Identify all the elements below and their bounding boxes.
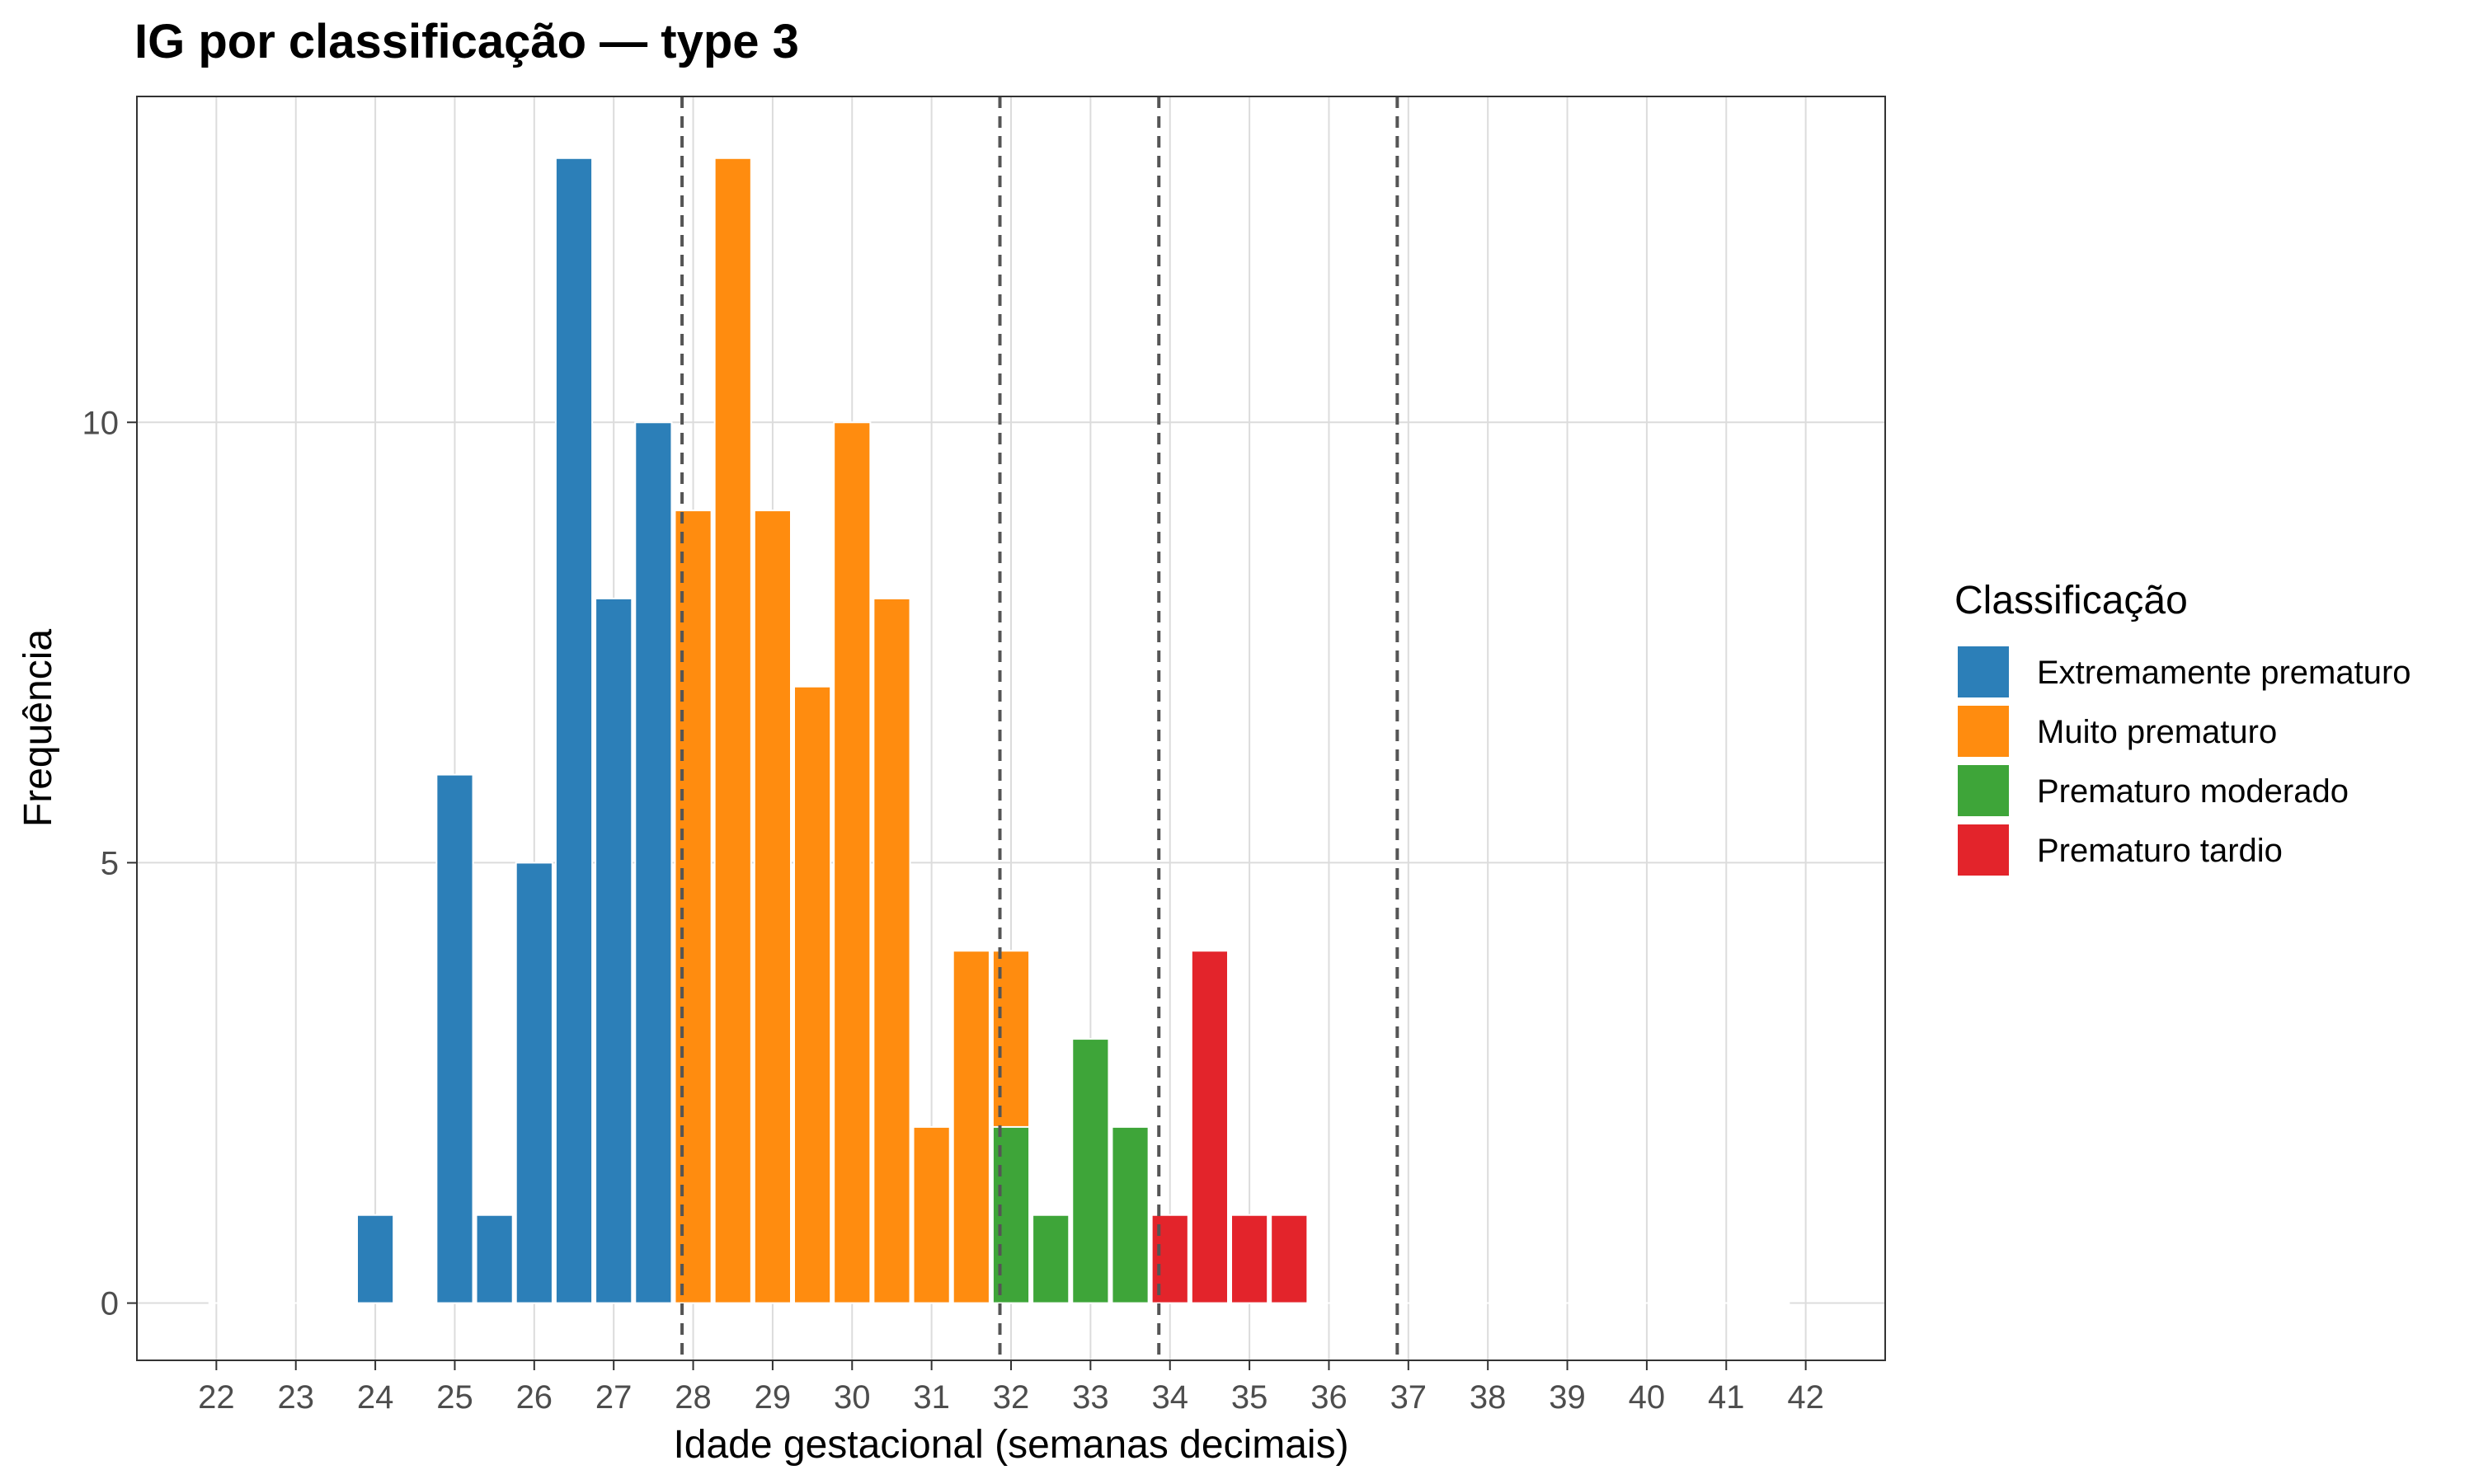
x-tick-label: 32 <box>993 1379 1030 1416</box>
reference-lines <box>680 96 1399 1360</box>
x-tick-label: 29 <box>755 1379 792 1416</box>
x-tick-label: 25 <box>436 1379 473 1416</box>
x-tick-label: 35 <box>1231 1379 1268 1416</box>
x-tick-label: 28 <box>675 1379 712 1416</box>
bar <box>554 157 594 1304</box>
x-tick-label: 40 <box>1629 1379 1666 1416</box>
bar <box>833 421 872 1304</box>
legend-key <box>1958 765 2009 816</box>
x-tick-label: 41 <box>1708 1379 1745 1416</box>
bar <box>713 157 752 1304</box>
x-tick-label: 42 <box>1787 1379 1824 1416</box>
x-tick-label: 26 <box>516 1379 553 1416</box>
x-axis: 22 23 24 25 26 27 28 29 30 31 32 33 34 35 36 37 38 39 40 41… <box>198 1360 1824 1416</box>
y-axis: 0 5 10 <box>82 405 137 1322</box>
x-tick-label: 38 <box>1470 1379 1507 1416</box>
bar <box>872 597 911 1304</box>
y-tick-label: 0 <box>101 1286 119 1322</box>
bar <box>1032 1214 1070 1304</box>
bar <box>1190 950 1230 1304</box>
y-axis-title: Frequência <box>16 629 60 827</box>
bar <box>515 862 553 1304</box>
legend-key <box>1958 706 2009 757</box>
y-tick-label: 10 <box>82 405 120 441</box>
x-tick-label: 31 <box>913 1379 950 1416</box>
x-tick-label: 30 <box>834 1379 871 1416</box>
bar <box>1270 1214 1309 1304</box>
bar <box>1111 1125 1150 1304</box>
legend-items: Extremamente prematuro Muito prematuro Pre… <box>1958 646 2411 876</box>
bar <box>595 597 633 1304</box>
legend: Classificação Extremamente prematuro Muit… <box>1954 579 2411 876</box>
bar <box>356 1214 395 1304</box>
bar <box>674 510 713 1304</box>
legend-label: Extremamente prematuro <box>2037 655 2411 691</box>
bar <box>1230 1214 1269 1304</box>
bar <box>1071 1038 1110 1304</box>
bar <box>753 510 792 1304</box>
bars <box>208 157 1790 1304</box>
x-tick-label: 24 <box>357 1379 394 1416</box>
x-tick-label: 37 <box>1390 1379 1427 1416</box>
bar <box>475 1214 514 1304</box>
x-tick-label: 39 <box>1549 1379 1586 1416</box>
x-tick-label: 22 <box>198 1379 235 1416</box>
legend-title: Classificação <box>1954 579 2188 622</box>
x-tick-label: 34 <box>1151 1379 1188 1416</box>
x-tick-label: 36 <box>1310 1379 1348 1416</box>
x-tick-label: 33 <box>1072 1379 1109 1416</box>
bar <box>952 950 990 1304</box>
y-tick-label: 5 <box>101 845 119 881</box>
chart-title: IG por classificação — type 3 <box>134 15 799 68</box>
legend-label: Prematuro moderado <box>2037 773 2349 810</box>
legend-key <box>1958 824 2009 876</box>
bar <box>912 1125 951 1304</box>
legend-label: Muito prematuro <box>2037 714 2277 750</box>
legend-label: Prematuro tardio <box>2037 833 2283 869</box>
x-axis-title: Idade gestacional (semanas decimais) <box>673 1423 1348 1467</box>
bar <box>435 773 474 1304</box>
x-tick-label: 23 <box>277 1379 314 1416</box>
x-tick-label: 27 <box>595 1379 633 1416</box>
bar <box>793 685 832 1304</box>
bar <box>634 421 673 1304</box>
legend-key <box>1958 646 2009 697</box>
